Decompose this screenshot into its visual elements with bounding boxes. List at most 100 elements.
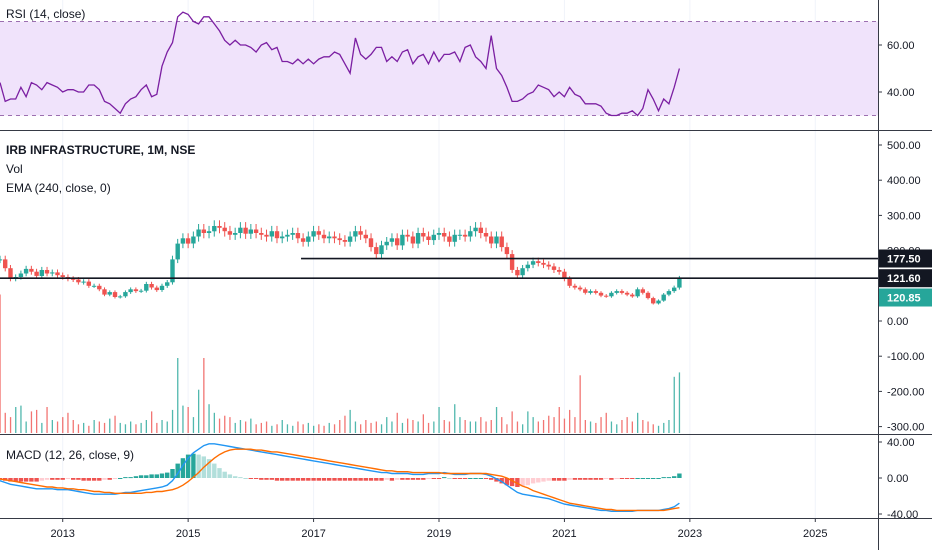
candle-body bbox=[342, 240, 348, 242]
volume-bar bbox=[0, 294, 1, 433]
candle-body bbox=[494, 236, 499, 244]
macd-histogram-bar bbox=[321, 478, 327, 481]
rsi-panel[interactable]: RSI (14, close) bbox=[0, 7, 878, 117]
time-axis-tick-label: 2013 bbox=[50, 528, 74, 540]
price-axis-tick-label: -100.00 bbox=[887, 351, 924, 363]
candle-body bbox=[489, 236, 494, 244]
macd-histogram-bar bbox=[71, 478, 76, 480]
candle-body bbox=[154, 287, 159, 291]
macd-panel[interactable]: MACD (12, 26, close, 9) bbox=[0, 443, 682, 512]
volume-bar bbox=[652, 424, 654, 433]
price-axis-tick-label: -200.00 bbox=[887, 386, 924, 398]
price-line-badge-label: 177.50 bbox=[887, 254, 921, 266]
candle-body bbox=[133, 289, 139, 292]
macd-histogram-bar bbox=[431, 478, 436, 479]
volume-bar bbox=[302, 424, 304, 433]
macd-histogram-bar bbox=[525, 478, 530, 486]
candle-body bbox=[259, 233, 264, 235]
symbol-legend: IRB INFRASTRUCTURE, 1M, NSE bbox=[6, 143, 195, 157]
volume-bar bbox=[265, 421, 268, 433]
time-axis-tick-label: 2017 bbox=[301, 528, 325, 540]
macd-histogram-bar bbox=[593, 478, 598, 480]
volume-bar bbox=[407, 418, 409, 433]
candle-body bbox=[630, 294, 635, 297]
candle-body bbox=[23, 268, 29, 274]
macd-histogram-bar bbox=[415, 478, 421, 480]
macd-histogram-bar bbox=[353, 478, 358, 481]
macd-histogram-bar bbox=[426, 478, 431, 479]
candle-body bbox=[91, 285, 97, 287]
volume-bar bbox=[516, 421, 519, 433]
macd-histogram-bar bbox=[342, 478, 348, 481]
candle-body bbox=[368, 238, 374, 248]
macd-histogram-bar bbox=[677, 473, 682, 478]
macd-histogram-bar bbox=[13, 478, 18, 482]
candle-body bbox=[614, 291, 619, 293]
price-axis-tick-label: -300.00 bbox=[887, 422, 924, 434]
price-panel[interactable]: IRB INFRASTRUCTURE, 1M, NSE Vol EMA (240… bbox=[0, 143, 878, 434]
volume-bar bbox=[51, 420, 53, 433]
candle-body bbox=[640, 289, 645, 293]
candle-body bbox=[395, 238, 400, 246]
volume-bar bbox=[15, 407, 17, 433]
macd-histogram-bar bbox=[541, 478, 546, 482]
candle-body bbox=[332, 236, 337, 239]
candle-body bbox=[300, 238, 306, 242]
macd-histogram-bar bbox=[656, 478, 661, 479]
volume-bar bbox=[124, 424, 127, 433]
rsi-band bbox=[0, 21, 878, 116]
macd-histogram-bar bbox=[410, 478, 416, 480]
macd-histogram-bar bbox=[60, 478, 65, 480]
volume-bar bbox=[46, 407, 48, 433]
macd-histogram-bar bbox=[468, 478, 473, 479]
macd-histogram-bar bbox=[295, 478, 301, 481]
price-line-badge-label: 121.60 bbox=[887, 273, 921, 285]
macd-histogram-bar bbox=[515, 478, 520, 487]
volume-bar bbox=[145, 420, 147, 433]
candle-body bbox=[499, 236, 504, 248]
candle-body bbox=[447, 236, 452, 242]
volume-bar bbox=[344, 415, 346, 433]
candle-body bbox=[562, 271, 567, 279]
macd-histogram-bar bbox=[316, 478, 321, 481]
volume-bar bbox=[448, 421, 451, 433]
macd-histogram-bar bbox=[238, 477, 243, 479]
candle-body bbox=[609, 292, 614, 297]
macd-histogram-bar bbox=[624, 478, 630, 479]
volume-bar bbox=[532, 417, 534, 433]
candle-body bbox=[515, 270, 520, 276]
candle-body bbox=[651, 298, 656, 304]
macd-histogram-bar bbox=[384, 478, 389, 480]
volume-bar bbox=[553, 417, 555, 433]
macd-histogram-bar bbox=[630, 478, 635, 479]
candle-body bbox=[97, 285, 102, 290]
volume-bar bbox=[88, 425, 90, 433]
candle-body bbox=[39, 270, 44, 276]
volume-bar bbox=[537, 421, 539, 433]
candle-body bbox=[431, 234, 436, 241]
candle-body bbox=[34, 271, 39, 276]
price-line-badge bbox=[879, 249, 932, 268]
candle-body bbox=[384, 241, 389, 246]
macd-histogram-bar bbox=[421, 478, 426, 480]
candle-body bbox=[567, 278, 572, 286]
candle-body bbox=[672, 287, 677, 292]
candle-body bbox=[583, 289, 588, 293]
macd-histogram-bar bbox=[598, 478, 604, 480]
volume-bar bbox=[67, 412, 69, 433]
candle-body bbox=[175, 243, 180, 260]
candle-body bbox=[290, 233, 295, 235]
candle-body bbox=[415, 233, 421, 244]
candle-body bbox=[656, 300, 661, 304]
volume-bar bbox=[668, 420, 670, 433]
volume-bar bbox=[616, 424, 618, 433]
candle-body bbox=[546, 264, 551, 267]
macd-histogram-bar bbox=[379, 478, 384, 481]
macd-histogram-bar bbox=[55, 478, 60, 480]
volume-bar bbox=[318, 424, 320, 433]
volume-bar bbox=[443, 420, 445, 433]
candle-body bbox=[253, 229, 259, 233]
macd-histogram-bar bbox=[34, 478, 39, 482]
candle-body bbox=[86, 281, 91, 286]
